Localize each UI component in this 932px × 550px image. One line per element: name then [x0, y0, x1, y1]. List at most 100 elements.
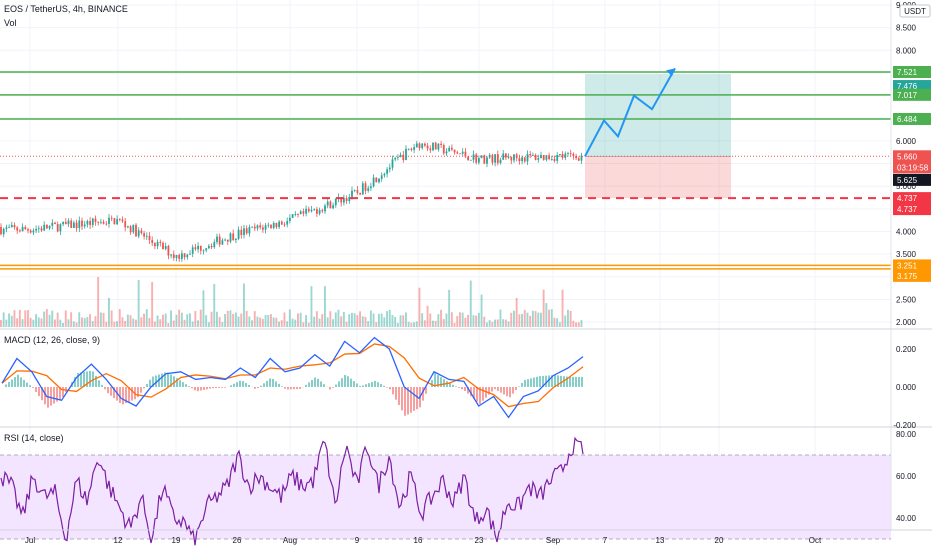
volume-bar [472, 315, 475, 327]
candle-body [175, 254, 178, 258]
candle-body [51, 222, 54, 226]
macd-histogram-bar [323, 384, 325, 387]
candle-body [391, 159, 394, 168]
volume-bar [62, 322, 64, 327]
volume-bar [434, 320, 437, 327]
candle-body [502, 153, 505, 160]
candle-body [429, 148, 432, 151]
volume-bar [178, 309, 181, 327]
volume-bar [297, 313, 299, 327]
macd-histogram-bar [14, 377, 16, 387]
candle-body [313, 209, 316, 210]
candle-body [235, 238, 237, 241]
candle-body [478, 158, 480, 163]
macd-histogram-bar [416, 387, 418, 410]
macd-histogram-bar [509, 387, 511, 398]
volume-bar [59, 319, 62, 327]
macd-histogram-bar [5, 384, 7, 387]
volume-bar [78, 312, 81, 327]
candle-body [218, 236, 221, 245]
volume-bar [210, 311, 213, 327]
candle-body [340, 197, 343, 203]
macd-histogram-bar [338, 381, 340, 387]
projection-path[interactable] [584, 67, 676, 157]
price-candles [0, 140, 583, 262]
macd-histogram-bar [188, 386, 190, 387]
volume-bar [70, 312, 73, 327]
macd-histogram-bar [137, 387, 139, 398]
volume-bar [48, 314, 51, 327]
candle-body [356, 190, 359, 194]
rsi-title[interactable]: RSI (14, close) [4, 433, 64, 443]
volume-bar [550, 309, 553, 327]
candle-body [580, 155, 583, 161]
macd-tick-label: 0.200 [896, 345, 917, 354]
horizontal-levels[interactable] [0, 71, 891, 270]
macd-histogram-bar [536, 376, 538, 387]
time-tick-label: Sep [546, 536, 561, 545]
candle-body [380, 175, 383, 179]
volume-bar [275, 317, 278, 327]
candle-body [59, 224, 62, 232]
candle-body [302, 211, 305, 214]
candle-body [542, 155, 545, 160]
candle-body [348, 197, 351, 202]
currency-badge[interactable] [899, 4, 931, 18]
candle-body [345, 198, 348, 202]
volume-bar [86, 317, 89, 327]
candle-body [124, 221, 127, 228]
price-tag-label: 03:19:58 [897, 163, 929, 172]
macd-histogram-bar [578, 376, 580, 387]
candle-body [567, 153, 569, 154]
macd-title[interactable]: MACD (12, 26, close, 9) [4, 335, 100, 345]
candle-body [43, 224, 46, 231]
time-axis[interactable]: Jul 12 19 26 Aug 9 16 23 Sep 7 13 20 Oct [25, 536, 822, 545]
candle-body [405, 148, 407, 161]
volume-bar [199, 309, 202, 327]
macd-histogram-bar [239, 380, 241, 387]
candle-body [10, 225, 13, 228]
macd-histogram-bar [167, 372, 169, 387]
volume-bar [40, 318, 43, 327]
price-tag [893, 269, 931, 282]
volume-bar [32, 319, 35, 327]
candle-body [24, 226, 27, 230]
volume-bar [448, 289, 451, 327]
price-tag-label: 7.476 [897, 82, 918, 91]
candle-body [564, 153, 567, 158]
macd-histogram-bar [224, 387, 226, 388]
macd-histogram-bar [512, 387, 514, 394]
volume-bar [348, 314, 351, 327]
volume-bar [16, 318, 19, 327]
candle-body [394, 157, 397, 160]
macd-histogram-bar [98, 380, 100, 387]
candle-body [332, 205, 334, 209]
candle-body [205, 248, 208, 251]
candle-body [240, 229, 243, 236]
volume-bar [189, 313, 191, 327]
macd-histogram-bar [101, 384, 103, 387]
volume-bar [278, 321, 280, 327]
symbol-title[interactable]: EOS / TetherUS, 4h, BINANCE [4, 4, 128, 14]
time-tick-label: Oct [809, 536, 822, 545]
macd-histogram-bar [146, 384, 148, 387]
candle-body [545, 155, 548, 160]
volume-bar [229, 310, 232, 327]
volume-bar [480, 294, 483, 327]
volume-bar [156, 315, 159, 327]
price-tag [893, 192, 931, 205]
candle-body [78, 220, 81, 229]
candle-body [29, 230, 32, 233]
volume-bar [54, 319, 56, 327]
volume-bar [413, 322, 415, 327]
volume-bar [440, 309, 442, 327]
volume-bar [267, 315, 270, 327]
price-tick-label: 4.000 [896, 228, 917, 237]
macd-histogram-bar [383, 385, 385, 387]
time-tick-label: Aug [283, 536, 297, 545]
volume-bar [213, 284, 216, 327]
candle-body [170, 254, 172, 256]
macd-histogram-bar [143, 387, 145, 389]
macd-histogram-bar [38, 387, 40, 397]
